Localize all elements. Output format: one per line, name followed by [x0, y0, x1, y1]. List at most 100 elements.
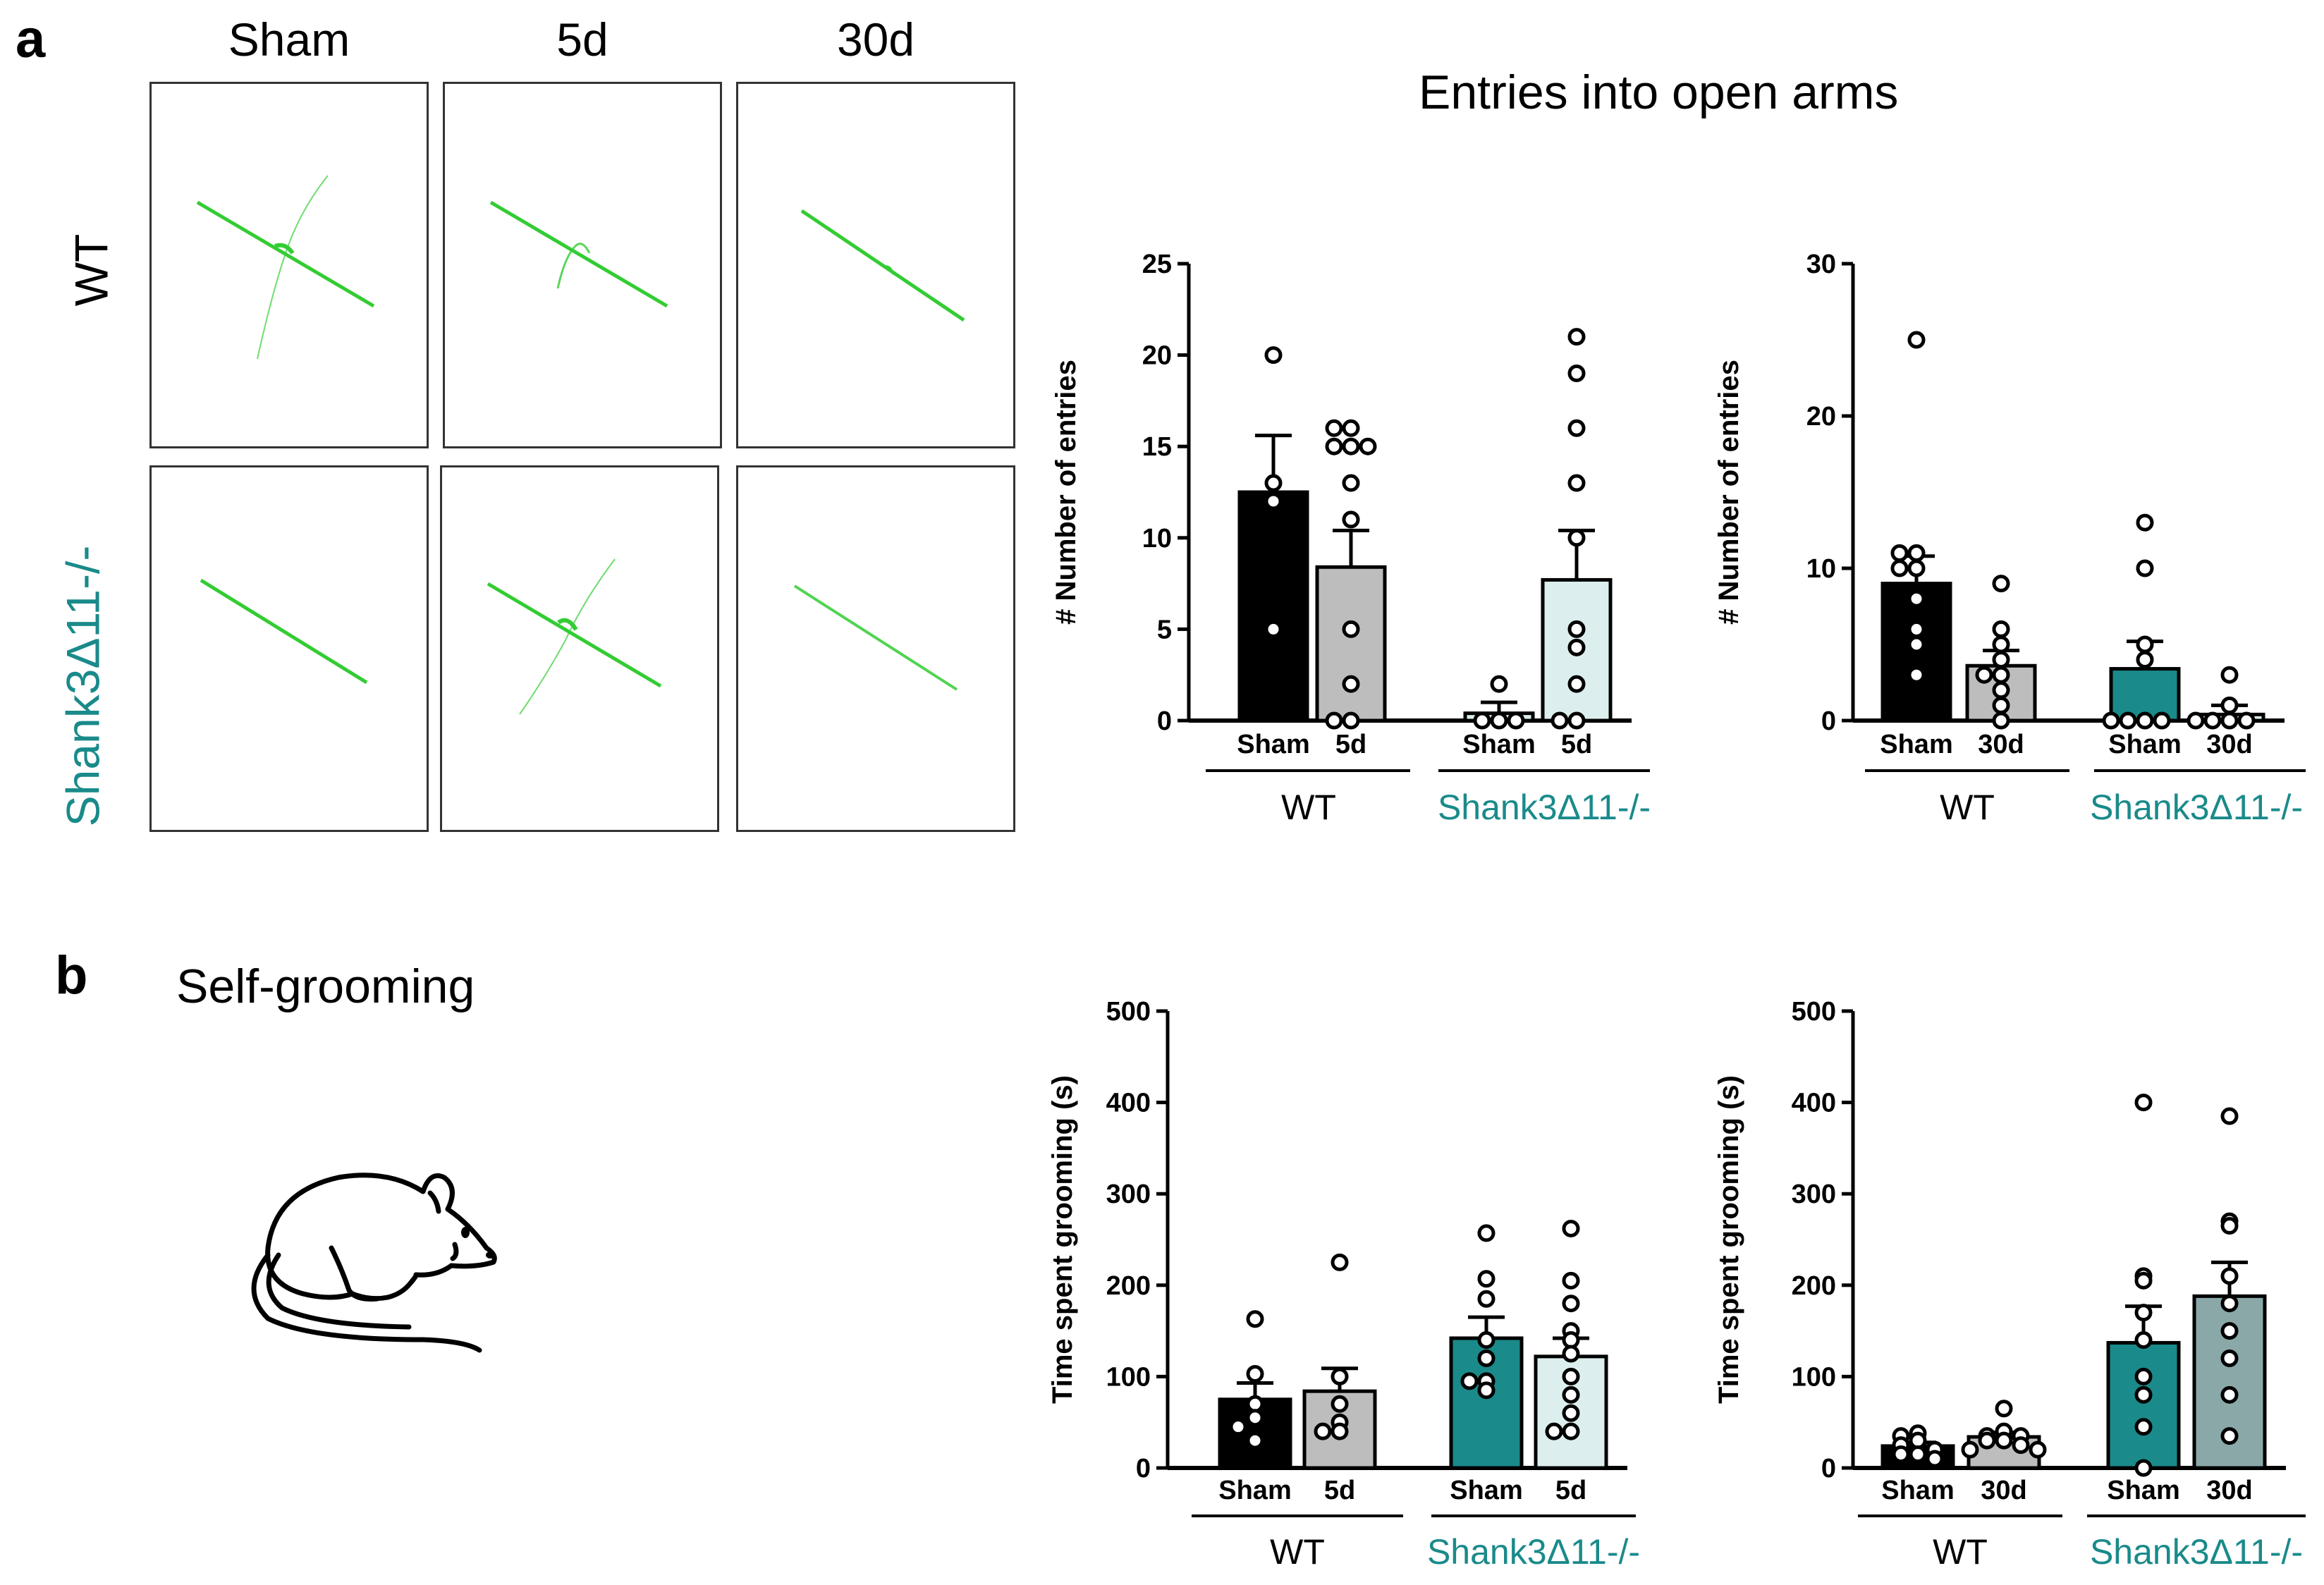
data-point — [1477, 1349, 1496, 1367]
data-point — [1477, 1290, 1496, 1308]
data-point — [1264, 620, 1283, 638]
category-label: 30d — [1981, 1476, 2026, 1505]
data-point — [2220, 1322, 2239, 1340]
data-point — [1907, 544, 1926, 562]
y-tick-label: 20 — [1142, 341, 1172, 371]
category-label: Sham — [1880, 730, 1952, 759]
data-point — [2220, 1295, 2239, 1313]
data-point — [1342, 620, 1360, 638]
data-point — [2134, 1459, 2153, 1477]
data-point — [2136, 711, 2154, 730]
y-tick-label: 500 — [1106, 997, 1151, 1027]
category-label: Sham — [1881, 1476, 1954, 1505]
data-point — [1890, 544, 1909, 562]
data-point — [1995, 1400, 2013, 1418]
category-label: 5d — [1324, 1476, 1355, 1505]
data-point — [1567, 675, 1586, 693]
data-point — [1961, 1440, 1979, 1459]
y-tick-label: 100 — [1792, 1362, 1836, 1392]
data-point — [1490, 675, 1508, 693]
data-point — [1477, 1270, 1496, 1288]
data-point — [1331, 1422, 1349, 1440]
y-axis-label: # Number of entries — [1713, 360, 1744, 625]
data-point — [1325, 437, 1343, 455]
data-point — [1477, 1224, 1496, 1242]
y-tick-label: 400 — [1106, 1089, 1151, 1118]
data-point — [1545, 1422, 1563, 1440]
data-point — [1907, 331, 1926, 349]
category-label: Sham — [2107, 1476, 2179, 1505]
data-point — [1264, 492, 1283, 510]
data-point — [1473, 711, 1491, 730]
category-label: Sham — [1450, 1476, 1522, 1505]
group-label: WT — [1281, 788, 1336, 827]
track-drawing — [487, 558, 662, 715]
panel-b-letter: b — [55, 946, 88, 1005]
data-point — [1342, 474, 1360, 492]
data-point — [1907, 589, 1926, 608]
data-point — [2203, 711, 2222, 730]
bar — [2106, 1340, 2181, 1470]
data-point — [1992, 635, 2010, 654]
data-point — [1992, 696, 2010, 714]
data-point — [1246, 1365, 1264, 1383]
group-label: WT — [1270, 1532, 1325, 1572]
data-point — [1562, 1295, 1580, 1313]
data-point — [2237, 711, 2256, 730]
y-tick-label: 300 — [1106, 1180, 1151, 1209]
entries-chart-title: Entries into open arms — [1419, 66, 1899, 119]
data-point — [2187, 711, 2205, 730]
data-point — [1992, 666, 2010, 684]
data-point — [2134, 1418, 2153, 1436]
y-tick-label: 15 — [1142, 432, 1172, 462]
data-point — [1477, 1381, 1496, 1400]
data-point — [1562, 1219, 1580, 1237]
data-point — [2220, 1217, 2239, 1235]
y-tick-label: 0 — [1136, 1454, 1151, 1483]
column-label-30d: 30d — [836, 13, 915, 66]
data-point — [1567, 620, 1586, 638]
data-point — [1264, 474, 1283, 492]
data-point — [2136, 559, 2154, 577]
chart-a-30d: 0 10 20 30 # Number of entries Sham 30d Sham 30d… — [1713, 250, 2306, 827]
data-point — [1992, 711, 2010, 730]
column-label-5d: 5d — [556, 13, 608, 66]
data-point — [1342, 437, 1360, 455]
data-point — [2134, 1304, 2153, 1322]
group-label: WT — [1940, 788, 1995, 827]
data-point — [2136, 651, 2154, 669]
data-point — [2134, 1271, 2153, 1290]
data-point — [2136, 635, 2154, 654]
maze-track-shank3-5d — [440, 465, 719, 832]
data-point — [1926, 1450, 1944, 1468]
track-drawing — [793, 585, 958, 691]
data-point — [1562, 1422, 1580, 1440]
data-point — [1325, 711, 1343, 730]
data-point — [1907, 559, 1926, 577]
mouse-illustration — [251, 1173, 497, 1353]
y-tick-label: 0 — [1821, 706, 1836, 736]
track-drawing — [489, 200, 668, 308]
y-tick-label: 25 — [1142, 250, 1172, 279]
category-label: 30d — [1978, 730, 2024, 759]
data-point — [2220, 1349, 2239, 1367]
data-point — [1567, 365, 1586, 383]
category-label: Sham — [2108, 730, 2181, 759]
y-tick-label: 0 — [1157, 706, 1172, 736]
data-point — [1342, 675, 1360, 693]
data-point — [1567, 711, 1586, 730]
data-point — [1229, 1418, 1247, 1436]
data-point — [1562, 1385, 1580, 1404]
data-point — [1477, 1331, 1496, 1350]
data-point — [2134, 1331, 2153, 1350]
data-point — [1331, 1395, 1349, 1413]
data-point — [1992, 575, 2010, 593]
data-point — [1325, 419, 1343, 437]
data-point — [1331, 1253, 1349, 1271]
data-point — [2220, 1267, 2239, 1285]
data-point — [1978, 1431, 1996, 1450]
category-label: 5d — [1561, 730, 1592, 759]
data-point — [1342, 510, 1360, 529]
data-point — [1567, 474, 1586, 492]
